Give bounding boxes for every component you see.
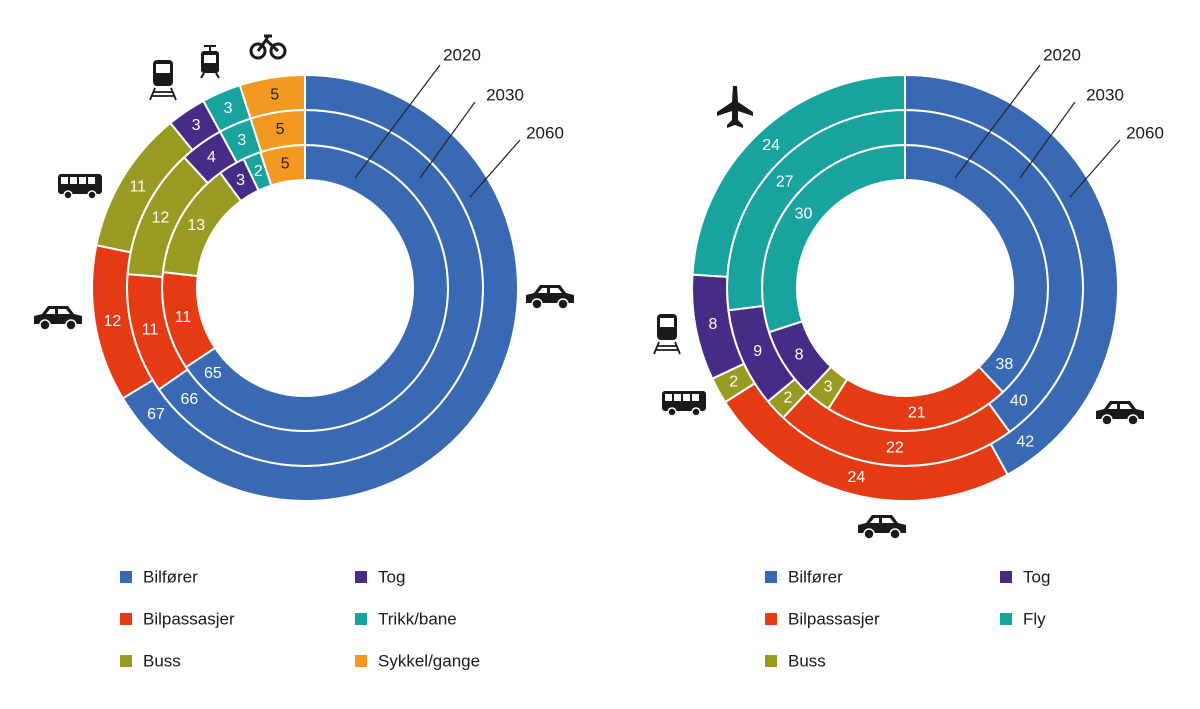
data-label: 3 — [224, 100, 233, 117]
data-label: 12 — [152, 210, 170, 227]
train-icon — [149, 60, 177, 101]
leader-line — [1019, 101, 1076, 179]
legend-label: Trikk/bane — [378, 610, 457, 629]
legend-item: Trikk/bane — [355, 610, 457, 629]
data-label: 13 — [187, 217, 205, 234]
bus-icon — [58, 174, 102, 200]
ring-label-2020: 2020 — [1043, 46, 1081, 65]
data-label: 3 — [236, 172, 245, 189]
data-label: 3 — [192, 117, 201, 134]
car-icon — [34, 306, 82, 331]
legend-swatch — [120, 655, 132, 667]
legend-label: Bilpassasjer — [788, 610, 880, 629]
legend-label: Tog — [378, 568, 405, 587]
bicycle-icon — [249, 34, 287, 60]
legend-swatch — [1000, 571, 1012, 583]
ring-label-2030: 2030 — [1086, 86, 1124, 105]
legend-item: Tog — [1000, 568, 1050, 587]
data-label: 42 — [1016, 434, 1034, 451]
legend-item: Buss — [120, 652, 181, 671]
legend-swatch — [1000, 613, 1012, 625]
tram-icon — [200, 45, 220, 79]
leader-line — [419, 101, 476, 179]
data-label: 3 — [237, 132, 246, 149]
data-label: 21 — [908, 404, 926, 421]
ring-label-2020: 2020 — [443, 46, 481, 65]
legend-swatch — [355, 613, 367, 625]
legend-swatch — [765, 655, 777, 667]
legend-label: Sykkel/gange — [378, 652, 480, 671]
airplane-icon — [717, 86, 753, 128]
legend-item: Bilfører — [120, 568, 198, 587]
data-label: 11 — [175, 309, 192, 326]
data-label: 2 — [254, 163, 263, 180]
data-label: 12 — [103, 313, 121, 330]
legend-swatch — [355, 571, 367, 583]
bus-icon — [662, 391, 706, 417]
data-label: 2 — [729, 374, 738, 391]
data-label: 3 — [824, 379, 833, 396]
ring-label-2030: 2030 — [486, 86, 524, 105]
data-label: 24 — [762, 137, 780, 154]
legend-item: Sykkel/gange — [355, 652, 480, 671]
leader-line — [354, 64, 441, 179]
legend-label: Tog — [1023, 568, 1050, 587]
legend-swatch — [120, 613, 132, 625]
data-label: 5 — [281, 156, 290, 173]
segment-2060-fly — [691, 73, 906, 278]
legend-label: Bilfører — [788, 568, 843, 587]
data-label: 5 — [276, 121, 285, 138]
car-icon — [526, 285, 574, 310]
data-label: 9 — [753, 343, 762, 360]
legend-item: Buss — [765, 652, 826, 671]
data-label: 2 — [784, 389, 793, 406]
data-label: 4 — [207, 149, 216, 166]
data-label: 8 — [709, 316, 718, 333]
data-label: 8 — [795, 347, 804, 364]
donut-chart-2: 382138304022292742242824202020302060Bilf… — [691, 46, 1164, 671]
data-label: 24 — [847, 469, 865, 486]
data-label: 40 — [1010, 393, 1028, 410]
legend-label: Fly — [1023, 610, 1046, 629]
legend-label: Buss — [143, 652, 181, 671]
data-label: 66 — [180, 391, 198, 408]
data-label: 30 — [795, 206, 813, 223]
segment-2060-bilfører — [121, 73, 519, 502]
ring-label-2060: 2060 — [526, 124, 564, 143]
data-label: 22 — [886, 440, 904, 457]
car-icon — [1096, 401, 1144, 426]
legend-swatch — [765, 613, 777, 625]
legend-label: Bilfører — [143, 568, 198, 587]
legend-item: Tog — [355, 568, 405, 587]
leader-line — [469, 139, 521, 198]
data-label: 38 — [995, 356, 1013, 373]
legend-item: Bilfører — [765, 568, 843, 587]
leader-line — [954, 64, 1041, 179]
data-label: 11 — [129, 178, 146, 195]
data-label: 11 — [142, 321, 159, 338]
data-label: 27 — [776, 173, 794, 190]
legend-label: Bilpassasjer — [143, 610, 235, 629]
data-label: 5 — [270, 86, 279, 103]
legend-item: Bilpassasjer — [765, 610, 880, 629]
legend-swatch — [355, 655, 367, 667]
legend-swatch — [120, 571, 132, 583]
legend-label: Buss — [788, 652, 826, 671]
segment-2060-sykkel-gange — [238, 73, 306, 120]
train-icon — [653, 314, 681, 355]
ring-label-2060: 2060 — [1126, 124, 1164, 143]
legend-item: Bilpassasjer — [120, 610, 235, 629]
data-label: 65 — [204, 365, 222, 382]
legend-item: Fly — [1000, 610, 1046, 629]
data-label: 67 — [147, 406, 165, 423]
legend-swatch — [765, 571, 777, 583]
car-icon — [858, 515, 906, 540]
leader-line — [1069, 139, 1121, 198]
